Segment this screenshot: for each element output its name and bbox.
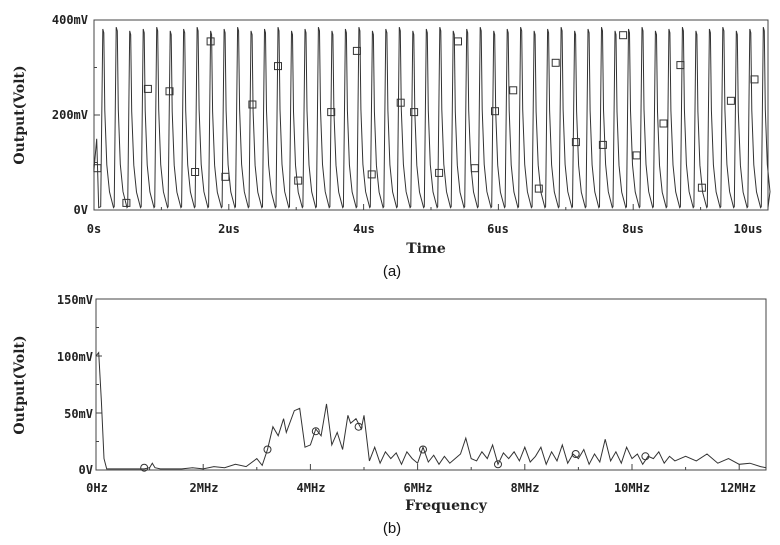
y-tick-label: 400mV — [52, 13, 88, 27]
circle-marker — [494, 460, 502, 469]
square-marker — [534, 184, 543, 193]
y-axis-label-a: Output(Volt) — [12, 65, 28, 164]
trace-markers-a — [93, 31, 759, 207]
x-axis-label-b: Frequency — [405, 498, 488, 514]
x-tick-labels-a: 0s 2us 4us 6us 8us 10us — [87, 222, 763, 236]
trace-markers-b — [140, 422, 650, 472]
y-tick-label: 0V — [79, 463, 93, 477]
square-marker — [327, 108, 336, 117]
x-tick-label: 10us — [734, 222, 763, 236]
circle-marker — [263, 445, 272, 454]
square-marker — [509, 86, 518, 95]
square-marker — [491, 107, 499, 116]
square-marker — [352, 46, 361, 55]
square-marker — [165, 87, 174, 96]
x-tick-label: 0s — [87, 222, 101, 236]
y-tick-label: 200mV — [52, 108, 88, 122]
y-tick-labels-b: 150mV 100mV 50mV 0V — [57, 293, 93, 477]
square-marker — [726, 96, 735, 105]
circle-marker — [311, 427, 320, 436]
caption-b: (b) — [383, 520, 401, 537]
square-marker — [750, 75, 759, 84]
square-marker — [143, 84, 152, 93]
square-marker — [294, 176, 303, 185]
square-marker — [598, 140, 607, 149]
circle-marker — [140, 463, 149, 472]
circle-marker — [419, 445, 427, 454]
y-tick-label: 50mV — [64, 407, 93, 421]
x-tick-labels-b: 0Hz 2MHz 4MHz 6MHz 8MHz 10MHz 12MHz — [86, 481, 756, 495]
x-tick-label: 0Hz — [86, 481, 108, 495]
tick-marks-b — [95, 298, 740, 471]
square-marker — [410, 108, 419, 117]
x-tick-label: 4us — [353, 222, 375, 236]
x-tick-label: 8MHz — [511, 481, 540, 495]
square-marker — [206, 37, 215, 46]
x-tick-label: 6MHz — [404, 481, 433, 495]
x-tick-label: 2MHz — [190, 481, 219, 495]
x-tick-label: 2us — [218, 222, 240, 236]
plot-frame-b — [95, 298, 767, 471]
y-tick-label: 150mV — [57, 293, 93, 307]
frequency-spectrum-chart: 150mV 100mV 50mV 0V 0Hz 2MHz 4MHz 6MHz 8… — [12, 293, 767, 537]
x-tick-label: 8us — [622, 222, 644, 236]
caption-a: (a) — [383, 263, 401, 280]
y-tick-labels-a: 400mV 200mV 0V — [52, 13, 88, 217]
square-marker — [619, 31, 628, 40]
x-axis-label-a: Time — [406, 241, 446, 257]
square-marker — [454, 37, 462, 46]
x-tick-label: 12MHz — [720, 481, 756, 495]
circle-marker — [571, 450, 580, 458]
circle-marker — [354, 422, 363, 431]
y-tick-label: 0V — [74, 203, 88, 217]
square-marker — [221, 172, 230, 181]
x-tick-label: 10MHz — [614, 481, 650, 495]
circle-marker — [641, 452, 650, 461]
spectrum-trace-b — [95, 351, 767, 470]
square-marker — [248, 100, 257, 109]
square-marker — [632, 151, 641, 160]
y-axis-label-b: Output(Volt) — [12, 335, 28, 434]
square-marker — [676, 61, 685, 70]
time-domain-chart: 400mV 200mV 0V 0s 2us 4us 6us 8us 10us O… — [12, 13, 771, 280]
square-marker — [571, 138, 580, 147]
square-marker — [470, 164, 479, 173]
square-marker — [396, 98, 405, 107]
x-tick-label: 4MHz — [297, 481, 326, 495]
square-marker — [191, 168, 200, 176]
square-marker — [93, 164, 102, 173]
square-marker — [274, 62, 282, 71]
square-marker — [659, 119, 668, 128]
square-marker — [367, 170, 376, 179]
square-marker — [122, 198, 131, 207]
output-trace-a — [93, 26, 771, 209]
x-tick-label: 6us — [487, 222, 509, 236]
y-tick-label: 100mV — [57, 350, 93, 364]
square-marker — [551, 58, 560, 67]
square-marker — [435, 168, 444, 177]
square-marker — [697, 183, 706, 192]
